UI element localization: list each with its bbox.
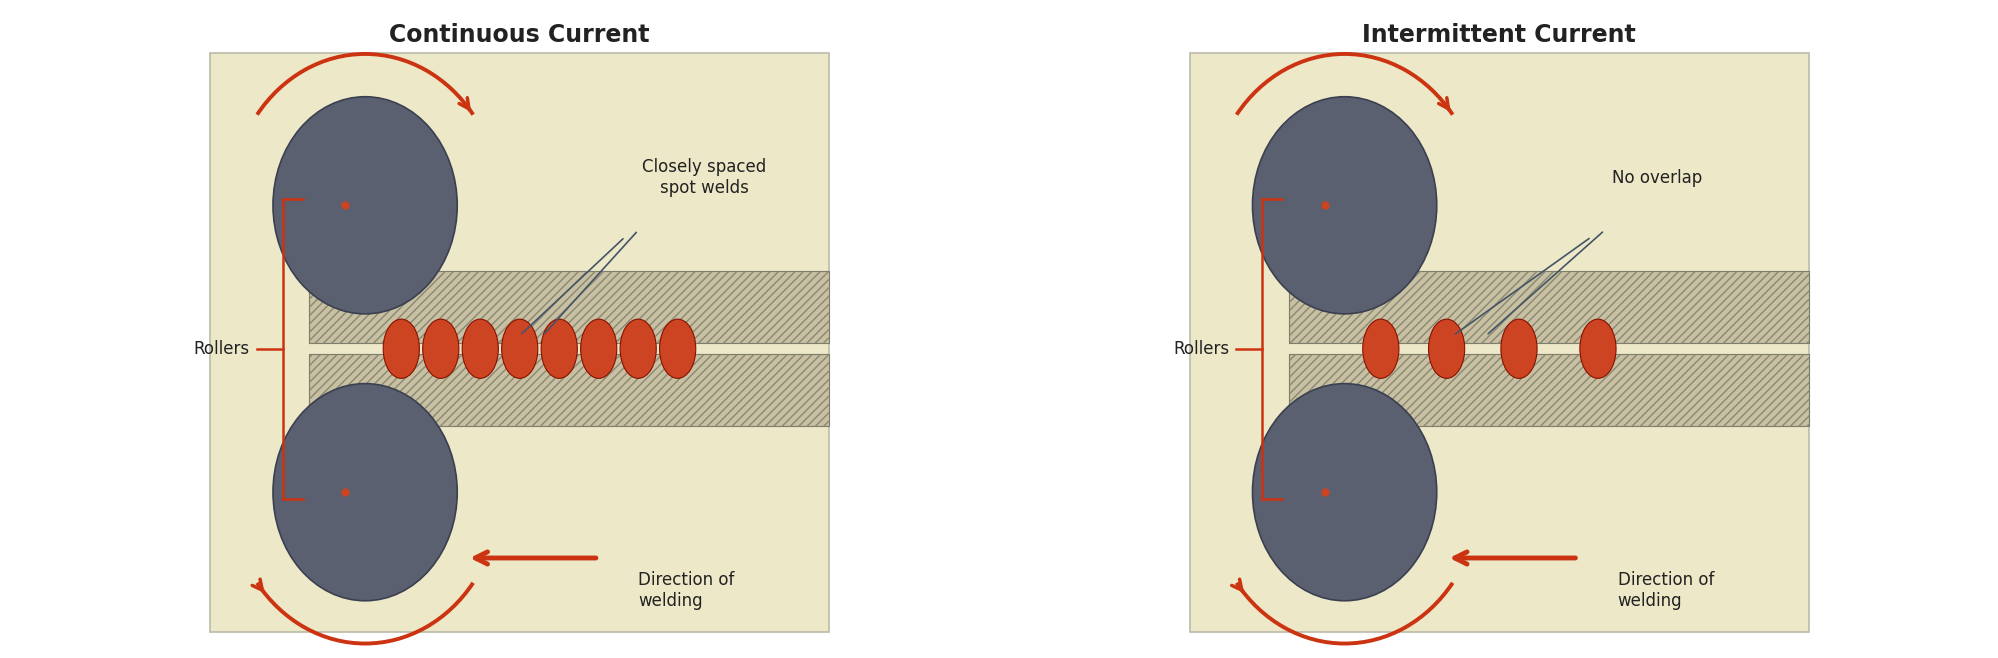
Ellipse shape [274, 97, 458, 314]
Bar [310, 271, 829, 343]
Ellipse shape [1253, 384, 1437, 601]
Ellipse shape [274, 384, 458, 601]
Text: Direction of
welding: Direction of welding [1616, 571, 1712, 610]
Bar [210, 53, 829, 632]
Ellipse shape [579, 319, 617, 378]
Ellipse shape [619, 319, 655, 378]
Text: Rollers: Rollers [194, 340, 250, 358]
Bar [310, 354, 829, 426]
Bar [1289, 354, 1808, 426]
Text: Direction of
welding: Direction of welding [637, 571, 733, 610]
Ellipse shape [1253, 97, 1437, 314]
Text: Closely spaced
spot welds: Closely spaced spot welds [641, 159, 765, 197]
Bar [1189, 53, 1808, 632]
Ellipse shape [1429, 319, 1465, 378]
Ellipse shape [462, 319, 498, 378]
Ellipse shape [384, 319, 420, 378]
Bar [1289, 271, 1808, 343]
Bar [1289, 271, 1808, 343]
Text: Rollers: Rollers [1173, 340, 1229, 358]
Bar [310, 354, 829, 426]
Ellipse shape [422, 319, 460, 378]
Ellipse shape [659, 319, 695, 378]
Ellipse shape [1363, 319, 1399, 378]
Bar [1289, 354, 1808, 426]
Ellipse shape [1578, 319, 1614, 378]
Bar [310, 271, 829, 343]
Text: Intermittent Current: Intermittent Current [1363, 23, 1634, 47]
Ellipse shape [541, 319, 577, 378]
Text: No overlap: No overlap [1610, 168, 1702, 187]
Text: Continuous Current: Continuous Current [390, 23, 649, 47]
Ellipse shape [501, 319, 537, 378]
Ellipse shape [1500, 319, 1536, 378]
